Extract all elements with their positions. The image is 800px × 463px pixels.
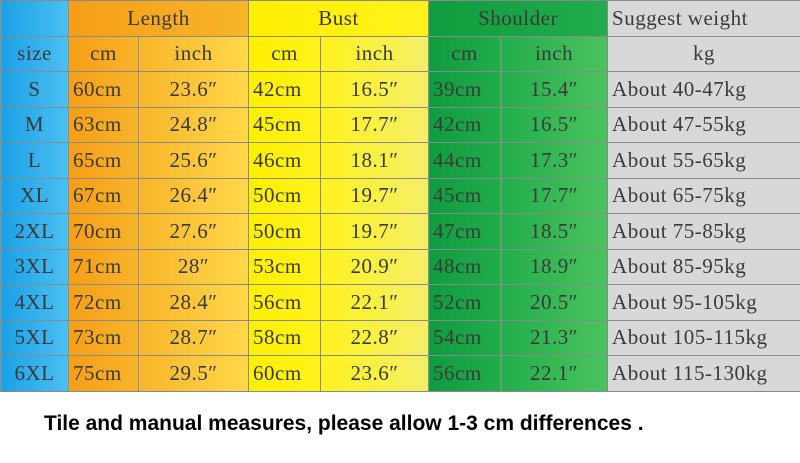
value-cell: 24.8″ <box>137 106 250 143</box>
sub-header: inch <box>137 35 250 72</box>
value-cell: 63cm <box>68 106 139 143</box>
value-cell: 50cm <box>248 177 322 214</box>
value-cell: 28″ <box>137 248 250 285</box>
value-cell: 56cm <box>428 355 502 392</box>
value-cell: 48cm <box>428 248 502 285</box>
value-cell: 29.5″ <box>137 355 250 392</box>
value-cell: 17.7″ <box>320 106 430 143</box>
size-cell: 6XL <box>0 355 69 392</box>
value-cell: About 85-95kg <box>607 248 800 285</box>
sub-header: cm <box>428 35 502 72</box>
table-row: 4XL 72cm 28.4″ 56cm 22.1″ 52cm 20.5″ About 95-1… <box>0 284 800 321</box>
value-cell: 27.6″ <box>137 213 250 250</box>
value-cell: 26.4″ <box>137 177 250 214</box>
value-cell: About 115-130kg <box>607 355 800 392</box>
value-cell: About 95-105kg <box>607 284 800 321</box>
value-cell: 45cm <box>428 177 502 214</box>
value-cell: 16.5″ <box>320 71 430 108</box>
value-cell: 70cm <box>68 213 139 250</box>
value-cell: About 40-47kg <box>607 71 800 108</box>
value-cell: 65cm <box>68 142 139 179</box>
value-cell: 22.1″ <box>320 284 430 321</box>
value-cell: 50cm <box>248 213 322 250</box>
value-cell: 60cm <box>68 71 139 108</box>
table-row: 2XL 70cm 27.6″ 50cm 19.7″ 47cm 18.5″ About 75-8… <box>0 213 800 250</box>
value-cell: 75cm <box>68 355 139 392</box>
value-cell: About 105-115kg <box>607 319 800 356</box>
header-cell <box>0 0 69 37</box>
value-cell: 22.1″ <box>500 355 609 392</box>
value-cell: 19.7″ <box>320 177 430 214</box>
sub-header: kg <box>607 35 800 72</box>
value-cell: 42cm <box>428 106 502 143</box>
sub-header: size <box>0 35 69 72</box>
size-cell: S <box>0 71 69 108</box>
table-row: size cm inch cm inch cm inch kg <box>0 35 800 72</box>
value-cell: 46cm <box>248 142 322 179</box>
value-cell: 23.6″ <box>320 355 430 392</box>
value-cell: 20.5″ <box>500 284 609 321</box>
value-cell: 47cm <box>428 213 502 250</box>
value-cell: 45cm <box>248 106 322 143</box>
value-cell: 18.5″ <box>500 213 609 250</box>
sub-header: cm <box>68 35 139 72</box>
value-cell: 17.7″ <box>500 177 609 214</box>
value-cell: 25.6″ <box>137 142 250 179</box>
size-cell: XL <box>0 177 69 214</box>
table-row: 6XL 75cm 29.5″ 60cm 23.6″ 56cm 22.1″ About 115-… <box>0 355 800 392</box>
value-cell: 28.4″ <box>137 284 250 321</box>
group-header: Suggest weight <box>607 0 800 37</box>
group-header: Length <box>67 0 250 37</box>
value-cell: 54cm <box>428 319 502 356</box>
sub-header: inch <box>500 35 609 72</box>
value-cell: About 75-85kg <box>607 213 800 250</box>
value-cell: 56cm <box>248 284 322 321</box>
size-table: Length Bust Shoulder Suggest weight size cm in… <box>0 0 800 392</box>
size-cell: 3XL <box>0 248 69 285</box>
sub-header: cm <box>248 35 322 72</box>
size-cell: 4XL <box>0 284 69 321</box>
value-cell: 19.7″ <box>320 213 430 250</box>
value-cell: 16.5″ <box>500 106 609 143</box>
value-cell: 22.8″ <box>320 319 430 356</box>
value-cell: 67cm <box>68 177 139 214</box>
size-cell: M <box>0 106 69 143</box>
value-cell: 28.7″ <box>137 319 250 356</box>
footer-note: Tile and manual measures, please allow 1… <box>44 412 644 435</box>
value-cell: About 65-75kg <box>607 177 800 214</box>
value-cell: 21.3″ <box>500 319 609 356</box>
value-cell: 42cm <box>248 71 322 108</box>
table-row: 3XL 71cm 28″ 53cm 20.9″ 48cm 18.9″ About 85-95k… <box>0 248 800 285</box>
group-header: Shoulder <box>428 0 609 37</box>
table-row: XL 67cm 26.4″ 50cm 19.7″ 45cm 17.7″ About 65-75… <box>0 177 800 214</box>
value-cell: 44cm <box>428 142 502 179</box>
value-cell: 20.9″ <box>320 248 430 285</box>
value-cell: 73cm <box>68 319 139 356</box>
value-cell: 15.4″ <box>500 71 609 108</box>
size-cell: L <box>0 142 69 179</box>
value-cell: 60cm <box>248 355 322 392</box>
value-cell: 17.3″ <box>500 142 609 179</box>
table-row: L 65cm 25.6″ 46cm 18.1″ 44cm 17.3″ About 55-65k… <box>0 142 800 179</box>
value-cell: About 55-65kg <box>607 142 800 179</box>
value-cell: 18.9″ <box>500 248 609 285</box>
value-cell: 72cm <box>68 284 139 321</box>
value-cell: 58cm <box>248 319 322 356</box>
table-row: S 60cm 23.6″ 42cm 16.5″ 39cm 15.4″ About 40-47k… <box>0 71 800 108</box>
size-cell: 2XL <box>0 213 69 250</box>
size-cell: 5XL <box>0 319 69 356</box>
sub-header: inch <box>320 35 430 72</box>
value-cell: 18.1″ <box>320 142 430 179</box>
group-header: Bust <box>248 0 430 37</box>
table-row: M 63cm 24.8″ 45cm 17.7″ 42cm 16.5″ About 47-55k… <box>0 106 800 143</box>
value-cell: 39cm <box>428 71 502 108</box>
table-row: 5XL 73cm 28.7″ 58cm 22.8″ 54cm 21.3″ About 105-… <box>0 319 800 356</box>
value-cell: 52cm <box>428 284 502 321</box>
table-row: Length Bust Shoulder Suggest weight <box>0 0 800 37</box>
value-cell: 71cm <box>68 248 139 285</box>
value-cell: About 47-55kg <box>607 106 800 143</box>
value-cell: 53cm <box>248 248 322 285</box>
value-cell: 23.6″ <box>137 71 250 108</box>
